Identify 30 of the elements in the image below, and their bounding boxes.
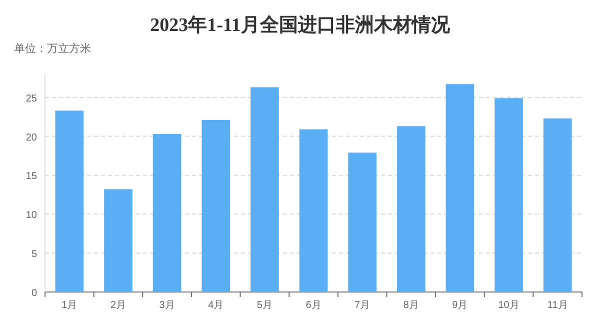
- bar: [446, 84, 474, 292]
- bar: [152, 134, 182, 292]
- y-tick-label: 5: [31, 249, 38, 260]
- bar: [348, 152, 376, 292]
- bar: [299, 129, 328, 292]
- chart-title: 2023年1-11月全国进口非洲木材情况: [150, 14, 451, 36]
- y-tick-label: 25: [26, 93, 38, 104]
- y-tick-label: 10: [26, 210, 38, 222]
- y-tick-label: 20: [26, 132, 38, 144]
- bar: [250, 87, 279, 292]
- y-tick-label: 0: [31, 288, 38, 299]
- x-tick-label: 4月: [208, 300, 224, 311]
- x-tick-label: 11月: [547, 300, 568, 311]
- x-tick-label: 1月: [62, 300, 78, 311]
- chart-subtitle: 单位：万立方米: [14, 42, 91, 55]
- x-tick-label: 5月: [256, 300, 272, 311]
- bar: [104, 189, 132, 292]
- x-tick-label: 10月: [498, 300, 520, 311]
- bar: [494, 98, 523, 292]
- x-tick-label: 3月: [159, 300, 175, 311]
- x-tick-label: 2月: [110, 300, 126, 311]
- x-tick-label: 9月: [452, 300, 468, 311]
- x-tick-label: 7月: [354, 300, 370, 311]
- bar: [543, 118, 572, 292]
- bar: [396, 126, 426, 292]
- x-tick-label: 6月: [306, 300, 322, 311]
- x-tick-label: 8月: [403, 300, 419, 311]
- bar: [55, 110, 84, 292]
- y-tick-label: 15: [26, 171, 38, 182]
- bar: [202, 120, 230, 292]
